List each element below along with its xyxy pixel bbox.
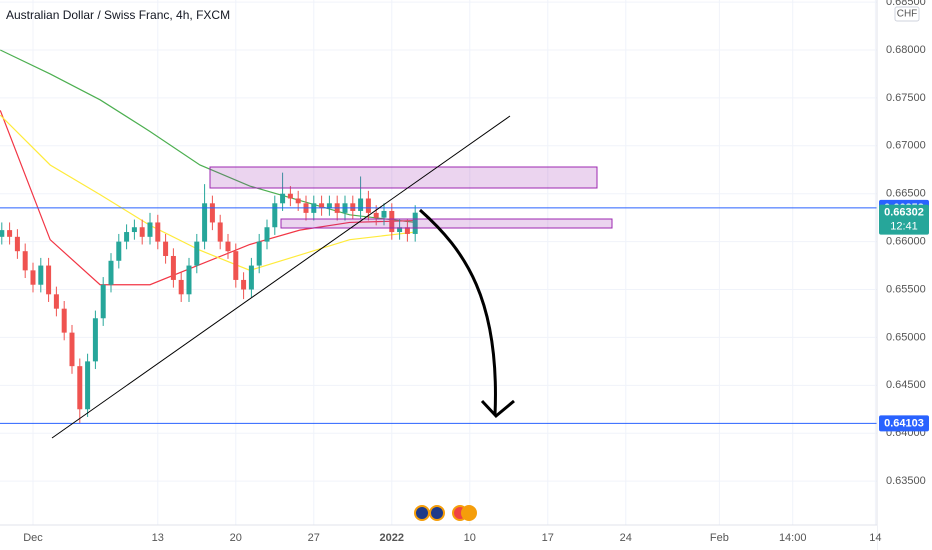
x-tick-label: 20	[230, 532, 242, 544]
candle-body	[163, 241, 169, 256]
flag-icon	[461, 505, 477, 521]
zone-box	[280, 218, 613, 229]
moving-average	[0, 110, 416, 286]
candle-body	[100, 284, 106, 319]
time-axis	[0, 525, 877, 550]
candle-body	[46, 265, 52, 295]
candle-body	[116, 241, 122, 261]
candle-body	[241, 279, 247, 290]
candle-body	[272, 203, 278, 228]
candle-body	[295, 198, 301, 204]
candle-body	[248, 265, 254, 290]
y-tick-label: 0.67500	[886, 92, 926, 104]
x-tick-label: Dec	[23, 532, 43, 544]
candle-body	[365, 198, 371, 213]
arrow	[419, 208, 497, 416]
y-tick-label: 0.65000	[886, 331, 926, 343]
currency: CHF	[897, 9, 918, 20]
candle-body	[326, 203, 332, 209]
y-tick-label: 0.64500	[886, 379, 926, 391]
flag-icon	[429, 505, 445, 521]
candle-body	[373, 212, 379, 218]
candle-body	[202, 203, 208, 242]
candle-body	[147, 222, 153, 237]
candle-body	[7, 230, 13, 237]
candle-body	[14, 236, 20, 252]
candle-body	[131, 227, 137, 233]
candle-body	[30, 270, 36, 285]
candle-body	[186, 265, 192, 295]
candle-body	[404, 227, 410, 234]
candle-body	[225, 241, 231, 252]
x-tick-label: 24	[620, 532, 632, 544]
candle-body	[256, 241, 262, 266]
candle-body	[389, 210, 395, 233]
candle-body	[77, 366, 83, 410]
plot	[0, 49, 877, 424]
price-axis	[877, 0, 932, 550]
x-tick-label: Feb	[710, 532, 729, 544]
candle-body	[38, 265, 44, 285]
candle-body	[397, 227, 403, 233]
candle-body	[412, 212, 418, 234]
candle-body	[108, 260, 114, 285]
candle-body	[350, 203, 356, 211]
candle-body	[170, 255, 176, 280]
countdown: 12:41	[890, 221, 918, 233]
candle-body	[358, 198, 364, 211]
chart-title: Australian Dollar / Swiss Franc, 4h, FXC…	[6, 8, 230, 22]
x-tick-label: 14:00	[779, 532, 807, 544]
moving-average	[0, 49, 416, 224]
candle-body	[209, 203, 215, 223]
last-price-tag	[879, 204, 929, 235]
candle-body	[155, 222, 161, 242]
candle-body	[280, 193, 286, 204]
y-tick-label: 0.65500	[886, 283, 926, 295]
x-tick-label: 14	[869, 532, 881, 544]
candle-body	[85, 361, 91, 410]
candle-body	[287, 193, 293, 199]
grid	[0, 0, 877, 525]
candle-body	[53, 294, 59, 309]
flag-icon	[414, 505, 430, 521]
candle-body	[22, 251, 28, 271]
price-tag	[879, 415, 929, 432]
price-tag-label: 0.64103	[884, 417, 924, 429]
y-tick-label: 0.68000	[886, 44, 926, 56]
zone-box	[209, 166, 598, 189]
y-tick-label: 0.63500	[886, 475, 926, 487]
candle-body	[0, 230, 5, 237]
candle-body	[319, 203, 325, 209]
last-price-label: 0.66302	[884, 207, 924, 219]
x-tick-label: 10	[464, 532, 476, 544]
candle-body	[381, 210, 387, 218]
candle-body	[194, 241, 200, 266]
axes: 0.68500 0.68000 0.67500 0.67000 0.66500 0.660…	[23, 0, 929, 544]
y-tick-label: 0.66500	[886, 188, 926, 200]
trend-line	[51, 115, 511, 439]
candle-body	[178, 279, 184, 295]
x-tick-label: 17	[542, 532, 554, 544]
moving-average	[0, 114, 416, 271]
candle-body	[69, 332, 75, 367]
candle-body	[139, 227, 145, 237]
y-tick-label: 0.67000	[886, 140, 926, 152]
arrow-head	[480, 399, 515, 419]
candle-body	[61, 308, 67, 333]
y-tick-label: 0.66000	[886, 236, 926, 248]
candle-body	[92, 318, 98, 362]
candle-body	[233, 251, 239, 280]
x-tick-label: 27	[308, 532, 320, 544]
candle-body	[124, 232, 130, 242]
flags	[414, 505, 477, 521]
candle-body	[217, 222, 223, 242]
x-tick-label: 2022	[380, 532, 404, 544]
currency-box	[894, 6, 920, 22]
y-tick-label: 0.68500	[886, 0, 926, 8]
candle-body	[264, 227, 270, 242]
drawings	[51, 115, 613, 439]
x-tick-label: 13	[152, 532, 164, 544]
